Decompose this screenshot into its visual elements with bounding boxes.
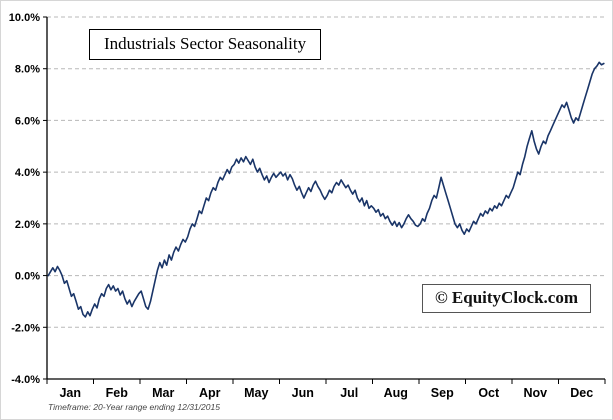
y-axis-label: -4.0% [11, 374, 40, 386]
x-axis-label: Sep [431, 386, 454, 400]
seasonality-series-line [47, 61, 605, 318]
x-axis-label: Jul [340, 386, 358, 400]
timeframe-footnote: Timeframe: 20-Year range ending 12/31/20… [48, 402, 220, 412]
y-axis-label: 8.0% [15, 64, 40, 76]
equityclock-watermark-box: © EquityClock.com [421, 284, 591, 313]
y-axis-label: 2.0% [15, 219, 40, 231]
x-axis-label: Nov [523, 386, 547, 400]
x-axis-label: Jan [59, 386, 81, 400]
x-axis-label: Jun [292, 386, 314, 400]
watermark-text: © EquityClock.com [434, 288, 578, 307]
y-axis-label: -2.0% [11, 322, 40, 334]
x-axis-label: May [244, 386, 268, 400]
chart-title: Industrials Sector Seasonality [104, 34, 307, 53]
y-axis-label: 6.0% [15, 115, 40, 127]
chart-title-box: Industrials Sector Seasonality [89, 29, 322, 60]
y-axis-label: 10.0% [9, 12, 40, 24]
x-axis-label: Apr [199, 386, 221, 400]
x-axis-label: Aug [384, 386, 408, 400]
y-axis-label: 0.0% [15, 271, 40, 283]
x-axis-label: Oct [478, 386, 500, 400]
x-axis-label: Feb [106, 386, 129, 400]
x-axis-label: Mar [152, 386, 174, 400]
x-axis-label: Dec [570, 386, 593, 400]
y-axis-label: 4.0% [15, 167, 40, 179]
